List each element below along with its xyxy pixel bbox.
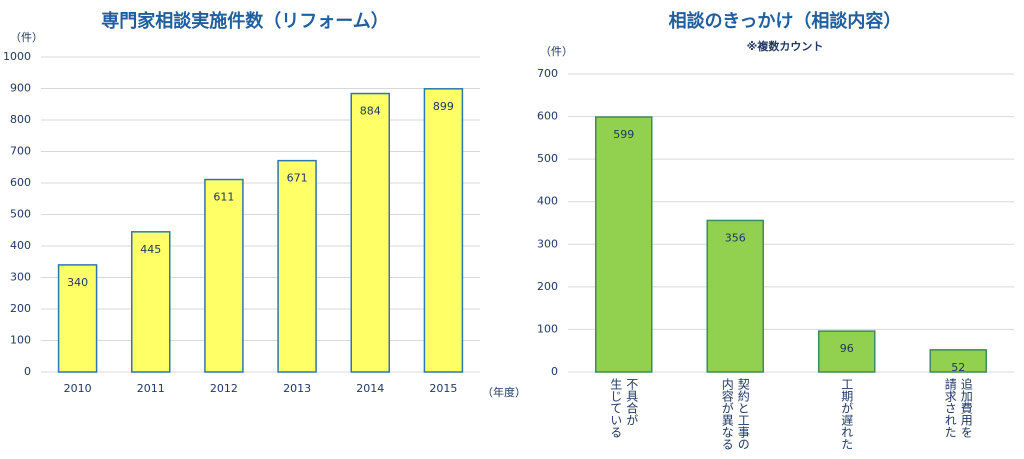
value-label: 356 (725, 231, 746, 244)
bar (350, 92, 390, 373)
chart-subtitle: ※複数カウント (747, 39, 824, 53)
x-tick-label-box: 工期が遅れた (839, 378, 854, 450)
bar (929, 349, 987, 373)
value-label: 671 (287, 172, 308, 185)
value-label: 52 (951, 361, 965, 374)
value-label: 340 (67, 276, 88, 289)
x-tick-label: 2010 (64, 382, 92, 395)
y-tick-label: 100 (10, 334, 31, 347)
y-tick-label: 700 (10, 145, 31, 158)
x-tick-label: 2015 (429, 382, 457, 395)
y-tick-label: 900 (10, 82, 31, 95)
y-tick-label: 800 (10, 113, 31, 126)
y-tick-label: 0 (551, 365, 558, 378)
bar (423, 88, 464, 373)
x-tick-label-box: 不具合が 生じている (608, 378, 639, 438)
y-unit: （件） (540, 45, 573, 58)
y-tick-label: 400 (10, 239, 31, 252)
y-tick-label: 600 (537, 110, 558, 123)
y-tick-label: 400 (537, 195, 558, 208)
y-tick-label: 700 (537, 67, 558, 80)
chart-title: 相談のきっかけ（相談内容） (669, 10, 902, 32)
bar (277, 159, 317, 373)
value-label: 899 (433, 100, 454, 113)
bar (818, 330, 876, 373)
x-tick-label: 追加費用を 請求された (943, 378, 974, 438)
y-tick-label: 300 (537, 237, 558, 250)
y-tick-label: 300 (10, 271, 31, 284)
x-tick-label: 2011 (137, 382, 165, 395)
x-tick-label: 2014 (356, 382, 384, 395)
value-label: 599 (613, 128, 634, 141)
y-tick-label: 500 (537, 152, 558, 165)
y-tick-label: 500 (10, 208, 31, 221)
y-tick-label: 1000 (3, 50, 31, 63)
y-tick-label: 0 (24, 365, 31, 378)
bar (131, 231, 171, 373)
value-label: 96 (840, 342, 854, 355)
bar (57, 264, 98, 373)
x-tick-label: 2013 (283, 382, 311, 395)
x-tick-label: 2012 (210, 382, 238, 395)
value-label: 611 (213, 191, 234, 204)
x-tick-label: 不具合が 生じている (608, 378, 639, 438)
x-tick-label: 工期が遅れた (839, 378, 854, 450)
y-tick-label: 600 (10, 176, 31, 189)
value-label: 445 (140, 243, 161, 256)
chart-title: 専門家相談実施件数（リフォーム） (101, 10, 388, 32)
x-axis-label: （年度） (482, 385, 526, 399)
y-tick-label: 200 (537, 280, 558, 293)
x-tick-label: 契約と工事の 内容が異なる (720, 378, 751, 450)
y-tick-label: 200 (10, 302, 31, 315)
bar (204, 178, 244, 373)
bar (706, 219, 764, 373)
y-tick-label: 100 (537, 322, 558, 335)
value-label: 884 (360, 105, 381, 118)
bar (595, 116, 653, 373)
x-tick-label-box: 契約と工事の 内容が異なる (720, 378, 751, 450)
x-tick-label-box: 追加費用を 請求された (943, 378, 974, 438)
y-unit: （件） (10, 31, 43, 44)
